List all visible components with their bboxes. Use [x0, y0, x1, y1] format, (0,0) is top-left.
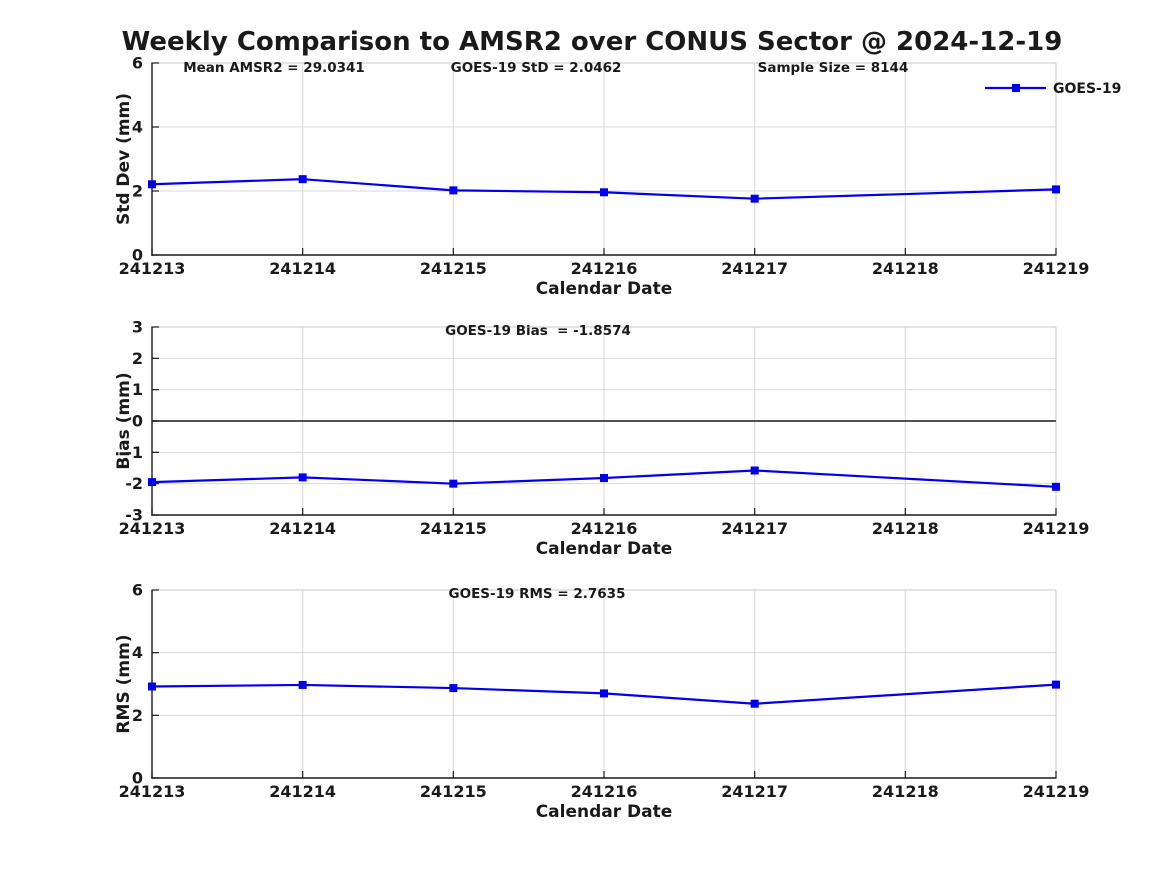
- goes19-marker: [1052, 680, 1060, 689]
- goes19-marker: [449, 684, 458, 693]
- goes19-marker: [1052, 482, 1060, 491]
- x-tick-label: 241219: [1023, 259, 1090, 278]
- stddev-y-axis-label: Std Dev (mm): [114, 93, 134, 225]
- rms-axes-layer: 241213 241214 241215 241216 241217 241218 2412…: [119, 581, 1090, 802]
- goes19-marker: [600, 689, 608, 698]
- x-tick-label: 241217: [721, 782, 788, 801]
- y-tick-label: 4: [132, 118, 143, 137]
- rms-x-axis-label: Calendar Date: [536, 802, 673, 822]
- stddev-chart-panel: 241213 241214 241215 241216 241217 241218 2412…: [114, 54, 1121, 300]
- y-tick-label: -1: [125, 443, 143, 462]
- bias-x-axis-label: Calendar Date: [536, 539, 673, 559]
- y-tick-label: 2: [132, 706, 143, 725]
- x-tick-label: 241213: [119, 519, 186, 538]
- goes19-marker: [449, 479, 458, 488]
- x-tick-label: 241219: [1023, 519, 1090, 538]
- x-tick-label: 241215: [420, 259, 487, 278]
- x-tick-label: 241217: [721, 259, 788, 278]
- stddev-series-layer: [148, 175, 1060, 203]
- goes19-marker: [600, 474, 608, 483]
- x-tick-label: 241215: [420, 519, 487, 538]
- stddev-axes-layer: 241213 241214 241215 241216 241217 241218 2412…: [119, 54, 1090, 279]
- x-tick-label: 241214: [269, 782, 336, 801]
- goes19-marker: [449, 186, 458, 195]
- goes19-line: [151, 469, 1057, 488]
- rms-chart-panel: 241213 241214 241215 241216 241217 241218 2412…: [114, 581, 1089, 823]
- stddev-grid-layer: [152, 62, 1057, 255]
- bias-axes-layer: 241213 241214 241215 241216 241217 241218 2412…: [119, 318, 1090, 539]
- y-tick-label: 2: [132, 182, 143, 201]
- goes19-marker: [750, 466, 759, 475]
- x-tick-label: 241218: [872, 782, 939, 801]
- y-tick-label: 0: [132, 412, 143, 431]
- stddev-x-axis-label: Calendar Date: [536, 279, 673, 299]
- rms-series-layer: [148, 680, 1060, 708]
- rms-grid-layer: [152, 589, 1057, 778]
- x-tick-label: 241216: [571, 519, 638, 538]
- goes19-marker: [1052, 185, 1060, 194]
- x-tick-label: 241217: [721, 519, 788, 538]
- goes19-marker: [600, 188, 608, 197]
- annotation-goes19-bias: GOES-19 Bias = -1.8574: [445, 323, 631, 339]
- x-tick-label: 241216: [571, 782, 638, 801]
- y-tick-label: 0: [132, 769, 143, 788]
- y-tick-label: 4: [132, 643, 143, 662]
- bias-y-axis-label: Bias (mm): [114, 372, 134, 469]
- annotation-goes19-std: GOES-19 StD = 2.0462: [451, 60, 622, 76]
- legend-marker: [1012, 84, 1020, 92]
- y-tick-label: 2: [132, 349, 143, 368]
- bias-series-layer: [148, 466, 1060, 491]
- x-tick-label: 241214: [269, 519, 336, 538]
- x-tick-label: 241219: [1023, 782, 1090, 801]
- y-tick-label: -2: [125, 474, 143, 493]
- legend-label: GOES-19: [1053, 81, 1121, 97]
- y-tick-label: 6: [132, 581, 143, 600]
- bias-grid-layer: [152, 326, 1057, 515]
- bias-chart-panel: 241213 241214 241215 241216 241217 241218 2412…: [114, 318, 1089, 560]
- goes19-marker: [750, 194, 759, 203]
- goes19-marker: [298, 473, 307, 482]
- goes19-marker: [148, 180, 156, 189]
- goes19-marker: [750, 699, 759, 708]
- annotation-sample-size: Sample Size = 8144: [758, 60, 909, 76]
- x-tick-label: 241218: [872, 259, 939, 278]
- rms-y-axis-label: RMS (mm): [114, 634, 134, 733]
- x-tick-label: 241214: [269, 259, 336, 278]
- goes19-line: [151, 683, 1057, 705]
- legend: GOES-19: [985, 81, 1121, 97]
- annotation-mean-amsr2: Mean AMSR2 = 29.0341: [183, 60, 365, 76]
- figure-title: Weekly Comparison to AMSR2 over CONUS Se…: [122, 27, 1063, 57]
- x-tick-label: 241213: [119, 782, 186, 801]
- goes19-marker: [148, 682, 156, 691]
- x-tick-label: 241213: [119, 259, 186, 278]
- x-tick-label: 241218: [872, 519, 939, 538]
- y-tick-label: 3: [132, 318, 143, 337]
- goes19-line: [151, 178, 1057, 200]
- goes19-marker: [298, 175, 307, 184]
- y-tick-label: 1: [132, 380, 143, 399]
- goes19-marker: [148, 478, 156, 487]
- x-tick-label: 241216: [571, 259, 638, 278]
- annotation-goes19-rms: GOES-19 RMS = 2.7635: [449, 586, 626, 602]
- goes19-marker: [298, 680, 307, 689]
- y-tick-label: 6: [132, 54, 143, 73]
- y-tick-label: 0: [132, 246, 143, 265]
- y-tick-label: -3: [125, 506, 143, 525]
- x-tick-label: 241215: [420, 782, 487, 801]
